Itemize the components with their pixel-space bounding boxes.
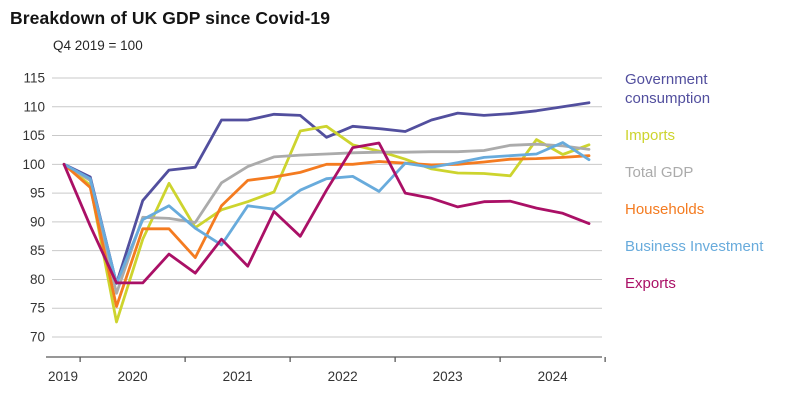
series-line-exports bbox=[62, 141, 591, 285]
legend-item-households: Households bbox=[625, 201, 705, 218]
y-axis-label: 110 bbox=[23, 99, 45, 114]
y-axis-label: 105 bbox=[22, 128, 45, 143]
x-axis-label: 2020 bbox=[118, 369, 148, 384]
x-axis-label: 2019 bbox=[48, 369, 78, 384]
y-axis-label: 100 bbox=[22, 157, 45, 172]
series-line-imports bbox=[62, 124, 591, 324]
y-axis-label: 95 bbox=[30, 186, 45, 201]
series-line-government-consumption bbox=[62, 101, 591, 285]
series-line-households bbox=[62, 154, 591, 308]
legend-item-imports: Imports bbox=[625, 127, 676, 144]
x-axis-label: 2022 bbox=[328, 369, 358, 384]
y-axis-label: 85 bbox=[30, 243, 45, 258]
x-axis-label: 2021 bbox=[223, 369, 253, 384]
series-line-total-gdp bbox=[62, 142, 591, 295]
y-axis-label: 75 bbox=[30, 301, 45, 316]
page-subtitle: Q4 2019 = 100 bbox=[53, 38, 143, 53]
series-line-business-investment bbox=[62, 141, 591, 285]
y-axis-label: 80 bbox=[30, 272, 45, 287]
x-axis-label: 2023 bbox=[433, 369, 463, 384]
y-axis-label: 70 bbox=[30, 330, 45, 345]
x-axis-label: 2024 bbox=[538, 369, 569, 384]
y-axis-label: 115 bbox=[23, 71, 45, 86]
page-title: Breakdown of UK GDP since Covid-19 bbox=[10, 8, 331, 28]
legend-item-government-consumption: Government consumption bbox=[625, 71, 711, 107]
legend-item-exports: Exports bbox=[625, 275, 676, 292]
legend-item-business-investment: Business Investment bbox=[625, 238, 764, 255]
legend: Government consumption Imports Total GDP Ho… bbox=[625, 70, 793, 293]
y-axis-label: 90 bbox=[30, 214, 45, 229]
legend-item-total-gdp: Total GDP bbox=[625, 164, 694, 181]
